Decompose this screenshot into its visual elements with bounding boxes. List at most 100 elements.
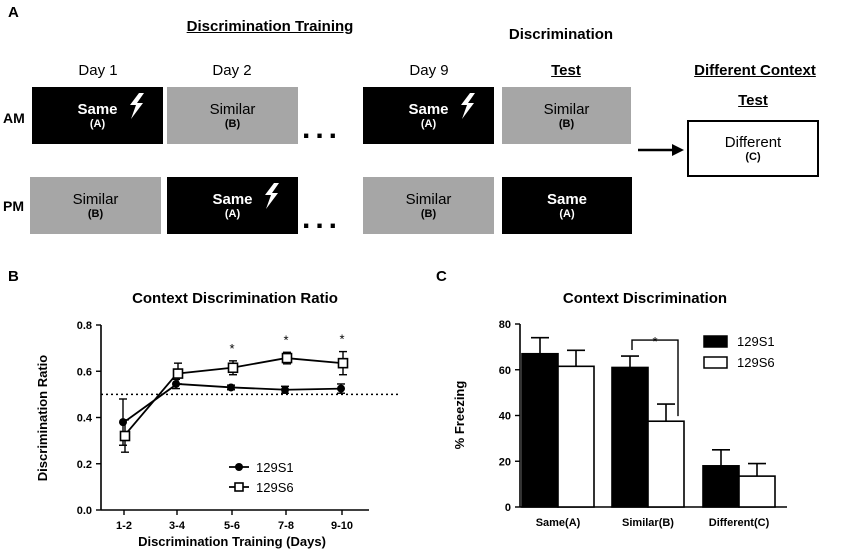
row-label-pm: PM — [3, 198, 24, 214]
freezing-bar-chart: 0 20 40 60 80 Same(A) Similar(B) Different(C) *… — [452, 319, 787, 529]
panel-b-letter: B — [8, 268, 19, 285]
y-tick-label: 0.4 — [77, 413, 93, 425]
box-name: Same — [212, 190, 253, 208]
box-context-code: (A) — [89, 117, 106, 130]
legend-label-129s6: 129S6 — [256, 480, 294, 495]
different-context-header: Different Context — [694, 62, 816, 79]
bar-129S6 — [557, 365, 595, 508]
y-tick-label: 0.8 — [77, 320, 92, 332]
training-header: Discrimination Training — [186, 18, 354, 35]
am-test-context-box: Similar (B) — [502, 87, 631, 144]
chart-c-y-axis-label: % Freezing — [452, 381, 467, 450]
legend-swatch-129s1 — [703, 335, 728, 348]
data-point-129S1 — [281, 385, 289, 394]
box-context-code: (B) — [224, 117, 241, 130]
x-tick-label: Same(A) — [536, 517, 581, 529]
row-label-am: AM — [3, 110, 25, 126]
box-name: Similar — [543, 100, 590, 118]
box-name: Same — [408, 100, 449, 118]
data-point-129S1 — [337, 384, 345, 393]
box-name: Different — [724, 133, 782, 151]
box-context-code: (B) — [558, 117, 575, 130]
day-2-label: Day 2 — [212, 62, 252, 79]
box-name: Same — [77, 100, 118, 118]
pm-test-context-box: Same (A) — [502, 177, 632, 234]
legend-marker-129s6 — [234, 482, 244, 492]
significance-bracket — [631, 339, 679, 417]
bar-129S6 — [647, 420, 685, 508]
x-tick-label: 9-10 — [331, 520, 353, 532]
data-point-129S6 — [227, 362, 239, 374]
chart-b-y-axis-label: Discrimination Ratio — [35, 355, 50, 481]
test-label: Test — [551, 62, 581, 79]
discrimination-header: Discrimination — [508, 26, 614, 43]
discrimination-ratio-chart: 0.0 0.2 0.4 0.6 0.8 1-2 3-4 5-6 7-8 9-10 * * * Disc… — [35, 320, 399, 549]
y-tick-label: 0 — [505, 502, 511, 514]
ellipsis-pm: ... — [302, 202, 343, 235]
box-context-code: (A) — [224, 207, 241, 220]
box-context-code: (B) — [420, 207, 437, 220]
significance-star: * — [283, 332, 288, 347]
data-point-129S6 — [281, 352, 293, 364]
context-test-label: Test — [738, 92, 768, 109]
shock-icon — [265, 183, 279, 209]
x-tick-label: 3-4 — [169, 520, 186, 532]
chart-c-title: Context Discrimination — [562, 290, 728, 307]
bar-129S1 — [521, 352, 559, 508]
bar-129S1 — [611, 366, 649, 508]
significance-star: * — [339, 332, 344, 347]
arrow-right-icon — [638, 144, 684, 156]
legend-marker-129s1 — [235, 463, 243, 471]
data-point-129S1 — [227, 383, 235, 392]
box-context-code: (A) — [420, 117, 437, 130]
shock-icon — [461, 93, 475, 119]
significance-star: * — [229, 341, 234, 356]
box-name: Similar — [72, 190, 119, 208]
x-tick-label: Different(C) — [709, 517, 770, 529]
y-tick-label: 20 — [499, 456, 511, 468]
legend-label-129s6: 129S6 — [737, 355, 775, 370]
day-9-label: Day 9 — [409, 62, 449, 79]
box-name: Same — [546, 190, 588, 208]
am-day1-context-box: Same (A) — [32, 87, 163, 144]
pm-day2-context-box: Same (A) — [167, 177, 298, 234]
am-day9-context-box: Same (A) — [363, 87, 494, 144]
chart-c-legend: 129S1 129S6 — [703, 334, 775, 370]
box-name: Similar — [405, 190, 452, 208]
box-context-code: (B) — [87, 207, 104, 220]
box-name: Similar — [209, 100, 256, 118]
y-tick-label: 0.0 — [77, 505, 92, 517]
context-test-box: Different (C) — [687, 120, 819, 177]
pm-day1-context-box: Similar (B) — [30, 177, 161, 234]
bar-129S1 — [702, 465, 740, 508]
legend-label-129s1: 129S1 — [256, 460, 294, 475]
pm-day9-context-box: Similar (B) — [363, 177, 494, 234]
chart-b-x-axis-label: Discrimination Training (Days) — [138, 534, 326, 549]
chart-b-axes: 0.0 0.2 0.4 0.6 0.8 1-2 3-4 5-6 7-8 9-10 — [77, 320, 399, 532]
day-1-label: Day 1 — [78, 62, 118, 79]
chart-b-title: Context Discrimination Ratio — [132, 290, 338, 307]
x-tick-label: 1-2 — [116, 520, 132, 532]
y-tick-label: 40 — [499, 411, 511, 423]
legend-swatch-129s6 — [703, 356, 728, 369]
ellipsis-am: ... — [302, 112, 343, 145]
am-day2-context-box: Similar (B) — [167, 87, 298, 144]
legend-label-129s1: 129S1 — [737, 334, 775, 349]
panel-c-letter: C — [436, 268, 447, 285]
panel-a-letter: A — [8, 4, 19, 21]
bar-129S6 — [738, 475, 776, 508]
y-tick-label: 0.6 — [77, 366, 92, 378]
chart-b-legend: 129S1 129S6 — [229, 460, 294, 495]
y-tick-label: 80 — [499, 319, 511, 331]
data-point-129S6 — [337, 357, 349, 369]
y-tick-label: 0.2 — [77, 459, 92, 471]
x-tick-label: 7-8 — [278, 520, 294, 532]
data-point-129S6 — [172, 368, 184, 379]
significance-star: * — [652, 334, 657, 349]
box-context-code: (A) — [559, 207, 575, 220]
box-context-code: (C) — [745, 150, 761, 163]
x-tick-label: Similar(B) — [622, 517, 674, 529]
x-tick-label: 5-6 — [224, 520, 240, 532]
data-point-129S6 — [119, 430, 131, 442]
y-tick-label: 60 — [499, 365, 511, 377]
